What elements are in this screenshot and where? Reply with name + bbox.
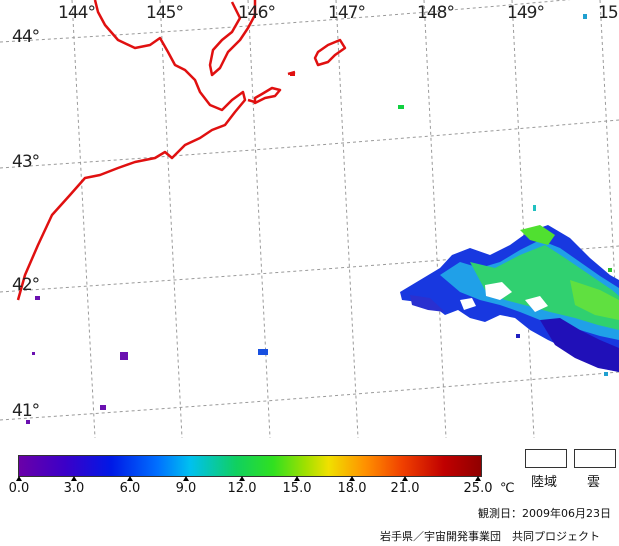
lon-label-148: 148 [417, 3, 454, 23]
credit-text: 岩手県／宇宙開発事業団 共同プロジェクト [380, 530, 600, 543]
lon-label-144: 144 [58, 3, 95, 23]
temperature-colorbar [18, 455, 482, 477]
colorbar-tick-label: 0.0 [8, 481, 30, 496]
sst-data-patches [26, 14, 619, 424]
colorbar-unit: ℃ [500, 481, 515, 496]
map-canvas [0, 0, 619, 438]
colorbar-tick [294, 476, 300, 481]
colorbar-tick-label: 3.0 [63, 481, 85, 496]
colorbar-tick [71, 476, 77, 481]
lon-label-150: 15 [598, 3, 619, 23]
lat-label-42: 42 [12, 275, 39, 295]
lat-label-41: 41 [12, 401, 39, 421]
land-legend-box [525, 449, 567, 468]
colorbar-tick [349, 476, 355, 481]
cloud-legend-label: 雲 [587, 475, 601, 490]
colorbar-tick-label: 15.0 [282, 481, 312, 496]
lat-label-43: 43 [12, 152, 39, 172]
land-legend-label: 陸域 [531, 475, 558, 490]
colorbar-tick-label: 21.0 [390, 481, 420, 496]
graticule [0, 0, 619, 438]
sea-surface-temperature-map: 144 145 146 147 148 149 15 44 43 42 41 [0, 0, 619, 438]
lat-label-44: 44 [12, 27, 39, 47]
colorbar-tick [127, 476, 133, 481]
observation-date: 観測日：2009年06月23日 [478, 507, 611, 520]
colorbar-tick [16, 476, 22, 481]
colorbar-tick-label: 6.0 [119, 481, 141, 496]
colorbar-tick [239, 476, 245, 481]
colorbar-tick-label: 9.0 [175, 481, 197, 496]
lon-label-145: 145 [146, 3, 183, 23]
cloud-legend-box [574, 449, 616, 468]
lon-label-147: 147 [328, 3, 365, 23]
lon-label-149: 149 [507, 3, 544, 23]
colorbar-tick [475, 476, 481, 481]
lon-label-146: 146 [238, 3, 275, 23]
coastline [16, 0, 347, 301]
colorbar-tick [402, 476, 408, 481]
colorbar-tick [183, 476, 189, 481]
colorbar-tick-label: 12.0 [227, 481, 257, 496]
colorbar-tick-label: 25.0 [463, 481, 493, 496]
colorbar-tick-label: 18.0 [337, 481, 367, 496]
